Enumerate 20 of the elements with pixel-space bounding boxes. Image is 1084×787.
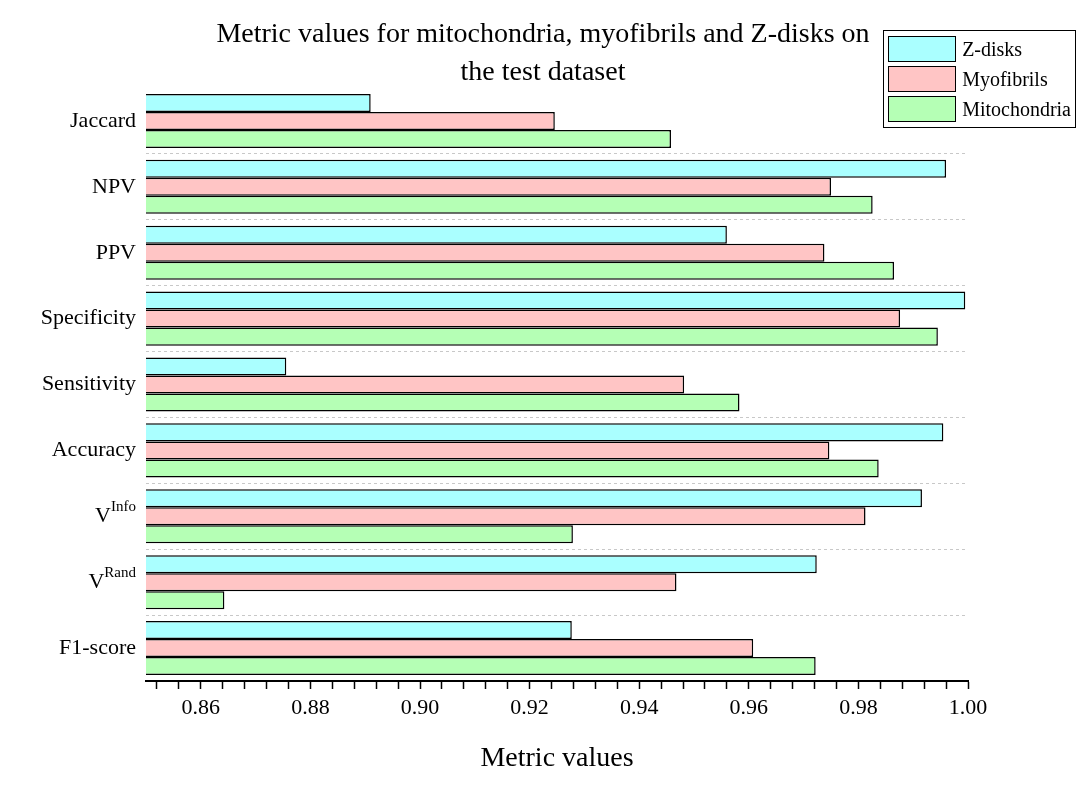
legend-label: Z-disks [962, 37, 1023, 61]
x-tick-label: 0.96 [729, 693, 769, 719]
y-tick-label: Specificity [40, 304, 137, 330]
x-tick-label: 0.88 [291, 693, 330, 719]
x-tick-label: 0.94 [619, 693, 659, 719]
y-tick-label: Accuracy [51, 436, 137, 462]
y-tick-label: Jaccard [70, 106, 137, 132]
y-tick-label: NPV [91, 172, 137, 198]
x-tick-label: 1.00 [948, 693, 988, 719]
x-axis-title: Metric values [480, 740, 634, 772]
y-tick-label: Sensitivity [41, 370, 136, 396]
chart-title: Metric values for mitochondria, myofibrils and Z-disks on the test dataset [215, 16, 871, 88]
y-tick-label: F1-score [59, 633, 137, 659]
x-tick-label: 0.90 [400, 693, 440, 719]
x-tick-label: 0.86 [181, 693, 221, 719]
y-tick-label: PPV [95, 238, 137, 264]
legend-label: Mitochondria [962, 97, 1071, 121]
x-tick-label: 0.98 [839, 693, 878, 719]
x-tick-label: 0.92 [510, 693, 549, 719]
legend-label: Myofibrils [962, 67, 1048, 91]
